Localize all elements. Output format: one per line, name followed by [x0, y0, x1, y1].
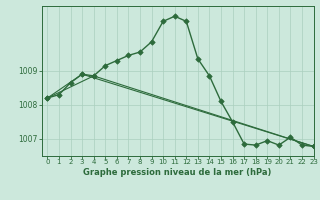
X-axis label: Graphe pression niveau de la mer (hPa): Graphe pression niveau de la mer (hPa) — [84, 168, 272, 177]
